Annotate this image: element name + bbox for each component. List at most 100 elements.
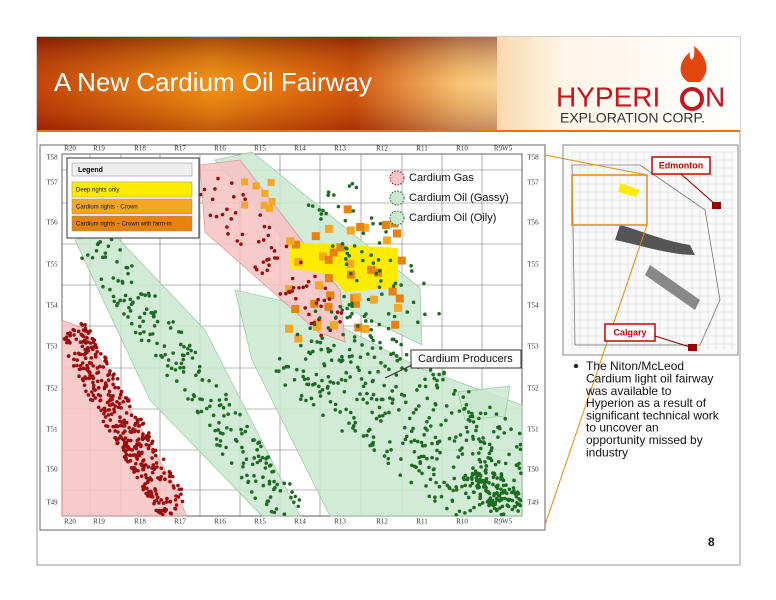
well [305,382,309,387]
well [133,423,137,427]
well [135,475,140,480]
well [317,316,322,320]
well [268,495,273,499]
well [211,413,216,418]
well [181,357,185,362]
well [454,488,459,492]
well [194,373,198,378]
crown-rights [329,248,338,257]
well [261,483,266,488]
well [141,459,145,463]
range-label: R20 [64,145,76,153]
well [331,381,336,385]
well [92,338,97,342]
well [492,502,497,506]
well [103,382,108,387]
well [518,498,523,503]
well [179,492,183,496]
well [235,239,240,243]
well [350,301,354,306]
well [91,364,95,368]
well [241,192,245,197]
crown-rights [383,236,392,245]
well [499,487,503,491]
well [409,263,413,268]
well [380,413,385,418]
well [412,449,417,454]
well [379,419,383,423]
well [260,455,265,460]
well [480,501,485,505]
legend-swatch [71,181,193,198]
crown-rights [313,319,322,328]
well [129,321,134,326]
well [229,181,234,185]
township-label: T56 [46,219,58,227]
well [135,417,140,422]
range-label: R10 [456,145,468,153]
well [349,271,353,276]
well [338,304,343,309]
well [75,358,79,362]
well [95,379,100,384]
well [367,370,372,375]
well [106,378,111,383]
well [115,260,119,264]
well [278,292,283,296]
well [409,429,414,434]
well [169,511,174,516]
well [122,298,126,303]
well [150,332,155,336]
well [140,437,145,442]
well [282,481,287,486]
bullet-line: industry [586,445,628,459]
well [347,253,352,258]
well [90,390,94,394]
well [444,418,448,423]
well [96,370,101,374]
well [495,486,500,490]
crown-rights [315,281,324,290]
well [214,384,219,388]
well [358,355,363,360]
well [154,492,159,496]
well [72,333,76,337]
crown-rights [395,294,404,303]
well [383,364,387,368]
well [264,461,268,465]
well [141,432,145,436]
crown-rights [310,299,319,308]
well [465,430,470,434]
well [465,477,470,482]
well [410,463,414,468]
well [265,455,270,460]
well [283,383,288,387]
well [433,499,437,503]
well [127,425,131,430]
well [100,255,105,260]
well [239,242,243,246]
well [355,278,359,283]
well [297,498,302,502]
well [209,398,213,403]
well [111,424,115,429]
crown-rights [311,232,320,241]
well [351,424,356,428]
logo-name-end: N [705,81,725,112]
range-label: R19 [93,518,105,526]
well [311,402,316,407]
well [307,312,311,317]
city-leader [680,173,717,206]
well [138,315,142,320]
well [275,256,280,260]
well [164,500,169,504]
well [493,462,498,467]
well [128,458,133,463]
well [103,251,108,255]
well [501,489,506,494]
well [217,420,221,425]
well [81,378,86,383]
well [361,397,365,402]
